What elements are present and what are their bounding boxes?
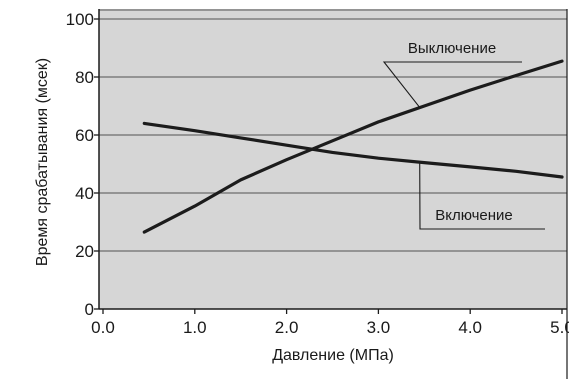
x-tick-label-1: 1.0 — [183, 318, 207, 337]
annotation-label-0: Выключение — [408, 40, 496, 57]
y-axis-title: Время срабатывания (мсек) — [34, 58, 51, 266]
annotation-leader-0 — [382, 61, 522, 108]
y-tick-label-4: 80 — [75, 68, 94, 87]
y-tick-labels: 0 20 40 60 80 100 — [66, 10, 94, 319]
axes — [94, 9, 568, 379]
x-axis-title: Давление (МПа) — [272, 347, 394, 364]
plot-background — [99, 9, 567, 309]
annotation-label-1: Включение — [435, 207, 513, 224]
series-line-0 — [142, 59, 564, 234]
x-tick-label-4: 4.0 — [458, 318, 482, 337]
x-tick-label-3: 3.0 — [367, 318, 391, 337]
y-tick-label-1: 20 — [75, 242, 94, 261]
series-lines — [142, 59, 564, 234]
y-tick-label-3: 60 — [75, 126, 94, 145]
annotation-leader-1 — [419, 162, 545, 230]
annotations: Выключение Включение — [382, 40, 545, 230]
x-tick-label-0: 0.0 — [91, 318, 115, 337]
y-tick-label-5: 100 — [66, 10, 94, 29]
x-tick-labels: 0.0 1.0 2.0 3.0 4.0 5.0 — [91, 318, 569, 337]
y-tick-label-0: 0 — [85, 300, 94, 319]
y-tick-label-2: 40 — [75, 184, 94, 203]
x-tick-label-5: 5.0 — [550, 318, 569, 337]
x-tick-label-2: 2.0 — [275, 318, 299, 337]
series-line-1 — [142, 121, 564, 179]
grid-lines — [99, 9, 567, 252]
